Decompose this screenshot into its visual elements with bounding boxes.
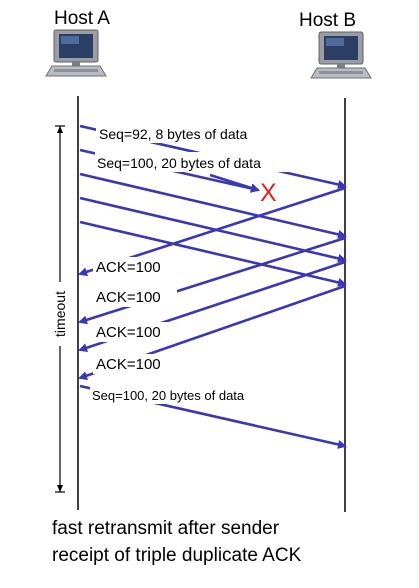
host-b-computer-icon <box>310 31 372 79</box>
host-b-label: Host B <box>299 10 357 31</box>
segment-label-1: Seq=92, 8 bytes of data <box>99 126 247 142</box>
caption-line-1: fast retransmit after sender <box>52 518 280 539</box>
ack-arrow-2 <box>78 236 346 325</box>
segment-label-2: Seq=100, 20 bytes of data <box>97 155 261 171</box>
caption-line-2: receipt of triple duplicate ACK <box>52 545 302 566</box>
retransmit-label: Seq=100, 20 bytes of data <box>92 388 245 403</box>
host-a-computer-icon <box>45 29 107 77</box>
host-a-label: Host A <box>54 8 110 29</box>
ack-label-3: ACK=100 <box>96 324 161 341</box>
timeout-label: timeout <box>52 291 68 337</box>
ack-label-2: ACK=100 <box>96 289 161 306</box>
ack-label-4: ACK=100 <box>96 356 161 373</box>
segment-arrow-3 <box>79 172 347 239</box>
timeout-label-backdrop <box>50 282 70 346</box>
segment-arrow-4 <box>79 196 347 263</box>
segment-arrow-5 <box>79 220 347 287</box>
ack-label-1: ACK=100 <box>96 259 161 276</box>
loss-x-marker: X <box>260 179 277 207</box>
